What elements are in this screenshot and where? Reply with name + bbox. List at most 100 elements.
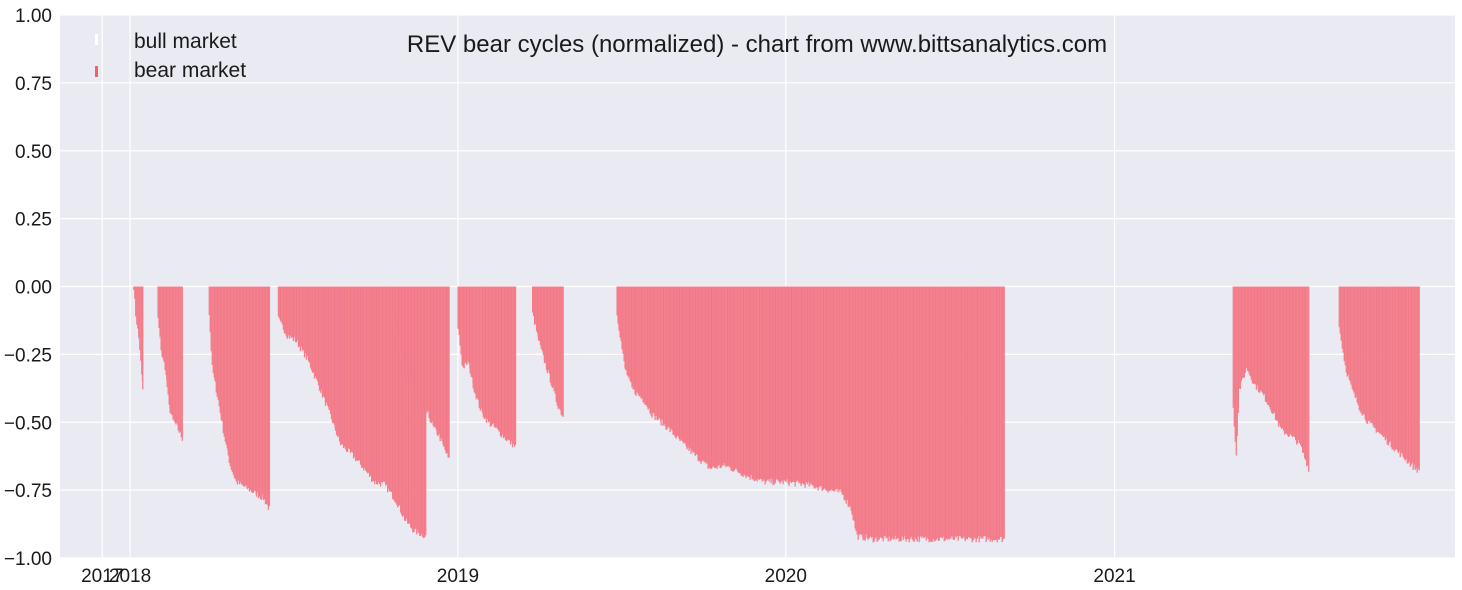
bear-bar xyxy=(1348,286,1350,380)
bear-bar xyxy=(673,286,675,435)
bear-bar xyxy=(831,286,833,491)
bear-bar xyxy=(843,286,845,501)
bear-bar xyxy=(1400,286,1402,453)
bear-bar xyxy=(678,286,680,439)
bear-bar xyxy=(910,286,912,537)
bear-bar xyxy=(495,286,498,428)
bear-bar xyxy=(948,286,950,540)
bear-bar xyxy=(787,286,789,484)
bear-bar xyxy=(1262,286,1265,395)
bear-bar xyxy=(1376,286,1378,432)
bear-bar xyxy=(218,286,220,407)
bear-bar xyxy=(999,286,1001,537)
bear-bar xyxy=(1254,286,1257,385)
bear-bar xyxy=(208,286,210,316)
bear-bar xyxy=(758,286,760,480)
bear-bar xyxy=(409,286,411,381)
bear-bar xyxy=(424,286,426,413)
bear-bar xyxy=(1290,286,1293,436)
bear-bar xyxy=(1374,286,1376,429)
bear-bar xyxy=(771,286,773,479)
bear-bar xyxy=(175,286,177,423)
bear-bar xyxy=(817,286,819,491)
bear-bar xyxy=(931,286,933,542)
bear-bar xyxy=(836,286,838,489)
bear-bar xyxy=(943,286,945,542)
bear-bar xyxy=(790,286,792,483)
bear-bar xyxy=(1238,286,1240,389)
bear-bar xyxy=(897,286,899,538)
bear-bar xyxy=(388,286,390,489)
bear-bar xyxy=(372,286,375,481)
bear-bar xyxy=(504,286,507,440)
bear-bar xyxy=(405,286,407,522)
bear-bar xyxy=(809,286,811,484)
bear-bar xyxy=(429,286,431,423)
bear-bar xyxy=(140,286,142,361)
y-tick-label: 1.00 xyxy=(15,6,52,27)
bear-bar xyxy=(412,286,414,390)
bear-bar xyxy=(446,286,448,453)
bear-bar xyxy=(505,286,508,442)
bear-bar xyxy=(1390,286,1392,448)
bear-bar xyxy=(428,286,430,419)
bear-bar xyxy=(233,286,235,478)
bear-bar xyxy=(1341,286,1343,349)
bear-bar xyxy=(729,286,731,468)
bear-bar xyxy=(379,286,382,487)
bear-bar xyxy=(1351,286,1353,389)
bear-bar xyxy=(255,286,258,497)
bear-bar xyxy=(291,286,294,338)
bear-bar xyxy=(852,286,854,521)
bear-bar xyxy=(396,286,399,334)
bear-bar xyxy=(512,286,515,444)
bear-bar xyxy=(1283,286,1286,435)
bear-bar xyxy=(839,286,841,490)
bear-bar xyxy=(631,286,633,387)
bear-bar xyxy=(1349,286,1351,382)
y-tick-label: 0.00 xyxy=(15,278,52,299)
bear-bar xyxy=(434,286,436,428)
bear-bar xyxy=(490,286,493,427)
bear-bar xyxy=(398,286,401,347)
bear-bar xyxy=(647,286,649,410)
bear-bar xyxy=(884,286,886,536)
bear-bar xyxy=(461,286,463,366)
bear-bar xyxy=(859,286,861,535)
bear-bar xyxy=(756,286,758,482)
bear-bar xyxy=(874,286,876,539)
bear-bar xyxy=(477,286,479,400)
bear-bar xyxy=(220,286,222,421)
bear-bar xyxy=(926,286,928,538)
bear-bar xyxy=(1373,286,1375,428)
bear-bar xyxy=(531,286,534,313)
bear-bar xyxy=(448,286,450,458)
bear-bar xyxy=(1403,286,1405,459)
bear-bar xyxy=(540,286,543,350)
bear-bar xyxy=(373,286,376,485)
bear-bar xyxy=(723,286,725,463)
bear-bar xyxy=(676,286,678,436)
bear-bar xyxy=(1405,286,1407,459)
bear-bar xyxy=(751,286,753,480)
bear-bar xyxy=(908,286,910,543)
bear-bar xyxy=(1284,286,1287,434)
bear-bar xyxy=(1251,286,1254,384)
bear-bar xyxy=(299,286,302,352)
bear-bar xyxy=(253,286,256,491)
bear-bar xyxy=(535,286,538,332)
bear-bar xyxy=(975,286,977,543)
bear-bar xyxy=(727,286,729,467)
bear-bar xyxy=(509,286,512,445)
bear-bar xyxy=(983,286,985,537)
bear-bar xyxy=(1239,286,1241,389)
bear-bar xyxy=(1289,286,1292,434)
bear-bar xyxy=(655,286,657,416)
bear-market-bars xyxy=(133,286,1420,543)
bear-bar xyxy=(1377,286,1379,433)
bear-bar xyxy=(986,286,988,538)
x-tick-label: 2020 xyxy=(765,566,807,587)
bear-bar xyxy=(366,286,369,474)
bear-bar xyxy=(431,286,433,422)
bear-bar xyxy=(914,286,916,539)
